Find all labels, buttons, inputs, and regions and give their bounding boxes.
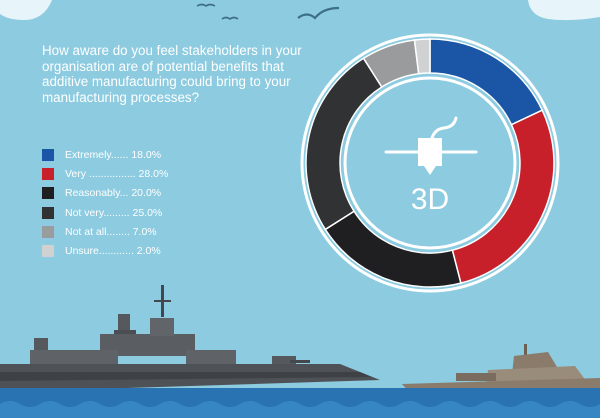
legend-swatch xyxy=(42,167,54,180)
legend-item: Unsure............ 2.0% xyxy=(42,241,168,260)
legend-item: Very ................ 28.0% xyxy=(42,164,168,183)
bird-icon xyxy=(297,6,340,20)
bird-icon xyxy=(221,16,239,20)
legend-swatch xyxy=(42,225,54,238)
legend-item: Not at all........ 7.0% xyxy=(42,222,168,241)
survey-question: How aware do you feel stakeholders in yo… xyxy=(42,43,302,105)
donut-slice xyxy=(451,109,555,285)
bird-icon xyxy=(196,3,216,7)
legend-label: Very ................ 28.0% xyxy=(65,167,169,180)
legend-label: Not very......... 25.0% xyxy=(65,206,163,219)
inner-ring xyxy=(343,76,517,250)
center-label: 3D xyxy=(411,183,449,216)
donut-slice xyxy=(305,57,383,231)
legend-swatch xyxy=(42,187,54,200)
outer-ring xyxy=(300,33,560,293)
legend-label: Unsure............ 2.0% xyxy=(65,245,161,258)
legend-swatch xyxy=(42,245,54,258)
legend-label: Reasonably... 20.0% xyxy=(65,187,162,200)
legend-swatch xyxy=(42,206,54,219)
legend-item: Reasonably... 20.0% xyxy=(42,184,168,203)
legend-item: Not very......... 25.0% xyxy=(42,203,168,222)
printer-3d-icon xyxy=(384,116,478,175)
legend-label: Extremely...... 18.0% xyxy=(65,148,162,161)
cloud-top-left xyxy=(0,0,52,20)
legend-swatch xyxy=(42,148,54,161)
warship-illustration xyxy=(0,285,380,392)
chart-legend: Extremely...... 18.0% Very ..............… xyxy=(42,145,168,261)
cloud-top-right xyxy=(528,0,600,21)
donut-slice xyxy=(324,210,462,288)
donut-slice xyxy=(413,38,431,75)
legend-item: Extremely...... 18.0% xyxy=(42,145,168,164)
legend-label: Not at all........ 7.0% xyxy=(65,225,157,238)
wave-crests xyxy=(0,401,600,418)
donut-slice xyxy=(429,38,544,126)
